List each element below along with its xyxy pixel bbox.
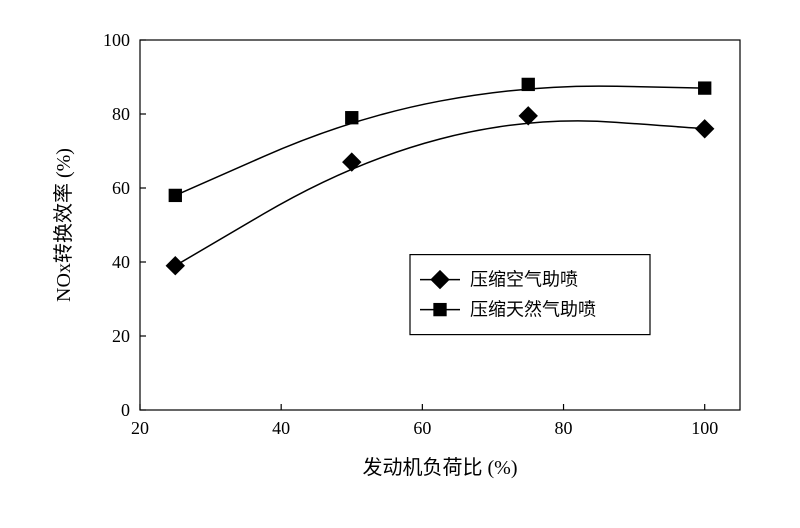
y-tick-label: 60 (112, 178, 130, 198)
x-axis-label: 发动机负荷比 (%) (363, 456, 518, 479)
y-axis-label: NOx转换效率 (%) (52, 148, 75, 302)
series-line-1 (175, 86, 704, 195)
x-tick-label: 20 (131, 418, 149, 438)
y-tick-label: 100 (103, 30, 130, 50)
y-tick-label: 80 (112, 104, 130, 124)
x-tick-label: 60 (413, 418, 431, 438)
chart-container: 20406080100020406080100发动机负荷比 (%)NOx转换效率… (0, 0, 800, 528)
legend-label-1: 压缩天然气助喷 (470, 300, 596, 320)
y-tick-label: 40 (112, 252, 130, 272)
plot-area (140, 40, 740, 410)
legend-label-0: 压缩空气助喷 (470, 270, 578, 290)
legend (410, 255, 650, 335)
nox-conversion-chart: 20406080100020406080100发动机负荷比 (%)NOx转换效率… (0, 0, 800, 528)
x-tick-label: 40 (272, 418, 290, 438)
y-tick-label: 20 (112, 326, 130, 346)
y-tick-label: 0 (121, 400, 130, 420)
series-line-0 (175, 121, 704, 266)
x-tick-label: 100 (691, 418, 718, 438)
x-tick-label: 80 (555, 418, 573, 438)
